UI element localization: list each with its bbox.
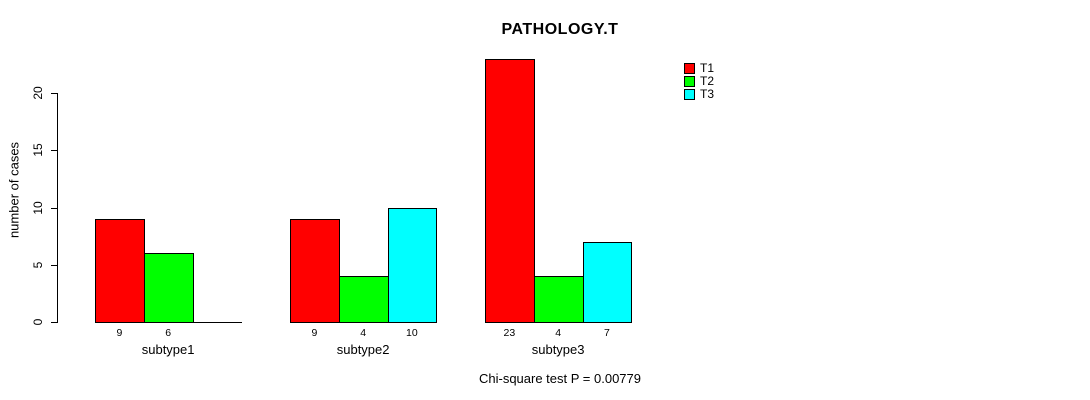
- legend-item: T1: [684, 62, 714, 75]
- bar-value-label: 6: [165, 327, 172, 339]
- y-tick: [51, 150, 57, 152]
- legend: T1 T2 T3: [684, 62, 714, 101]
- bar: [338, 276, 389, 323]
- bar: [143, 253, 194, 323]
- bar: [387, 207, 438, 323]
- y-axis-line: [57, 93, 58, 323]
- chi-square-note: Chi-square test P = 0.00779: [478, 371, 641, 386]
- y-tick: [51, 322, 57, 323]
- legend-label: T3: [700, 87, 715, 101]
- chart-title: PATHOLOGY.T: [501, 21, 619, 38]
- x-category-label: subtype3: [531, 342, 585, 357]
- bar-value-label: 4: [555, 327, 562, 339]
- legend-swatch: [684, 63, 695, 74]
- bar-value-label: 10: [406, 327, 418, 339]
- bar: [290, 218, 340, 323]
- bar: [533, 276, 584, 323]
- bar-value-label: 23: [503, 327, 516, 339]
- legend-label: T2: [700, 74, 715, 88]
- bar: [485, 58, 535, 323]
- bar-value-label: 9: [311, 327, 318, 339]
- bar-value-label: 9: [116, 327, 123, 339]
- x-category-label: subtype1: [141, 342, 195, 357]
- legend-swatch: [684, 89, 695, 100]
- bar-value-label: 4: [360, 327, 367, 339]
- legend-swatch: [684, 76, 695, 87]
- legend-item: T2: [684, 75, 714, 88]
- zero-height-bar: [192, 322, 243, 323]
- y-tick: [51, 93, 57, 94]
- bar: [95, 218, 145, 323]
- bar: [582, 241, 633, 323]
- y-tick: [51, 264, 57, 266]
- legend-item: T3: [684, 88, 714, 101]
- x-category-label: subtype2: [336, 342, 390, 357]
- y-tick: [51, 207, 57, 209]
- bar-value-label: 7: [603, 327, 610, 339]
- legend-label: T1: [700, 61, 715, 75]
